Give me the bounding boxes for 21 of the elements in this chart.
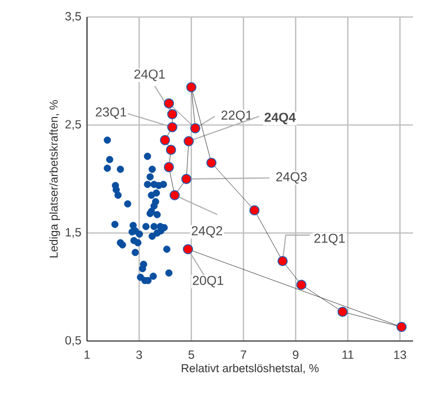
y-axis-title: Lediga platser/arbetskraften, % xyxy=(49,100,60,258)
y-tick-label: 0,5 xyxy=(65,336,81,346)
x-axis-title: Relativt arbetslöshetstal, % xyxy=(182,364,319,374)
annotation: 24Q1 xyxy=(134,70,165,82)
y-tick-label: 2,5 xyxy=(65,120,81,130)
annotation: 20Q1 xyxy=(192,276,224,288)
x-tick-label: 9 xyxy=(292,350,298,359)
x-tick-label: 5 xyxy=(188,350,194,359)
y-tick-label: 1,5 xyxy=(66,228,81,238)
x-tick-label: 3 xyxy=(136,350,142,359)
annotation: 24Q4 xyxy=(264,112,296,124)
y-tick-label: 3,5 xyxy=(65,12,81,22)
annotation: 23Q1 xyxy=(96,107,126,119)
x-tick-label: 11 xyxy=(342,350,354,359)
annotation: 22Q1 xyxy=(222,110,252,122)
x-tick-label: 1 xyxy=(84,350,90,359)
x-tick-label: 13 xyxy=(394,350,406,359)
annotation: 24Q2 xyxy=(192,226,222,238)
annotation: 21Q1 xyxy=(314,234,345,246)
annotation: 24Q3 xyxy=(276,172,307,184)
x-tick-label: 7 xyxy=(240,350,246,359)
